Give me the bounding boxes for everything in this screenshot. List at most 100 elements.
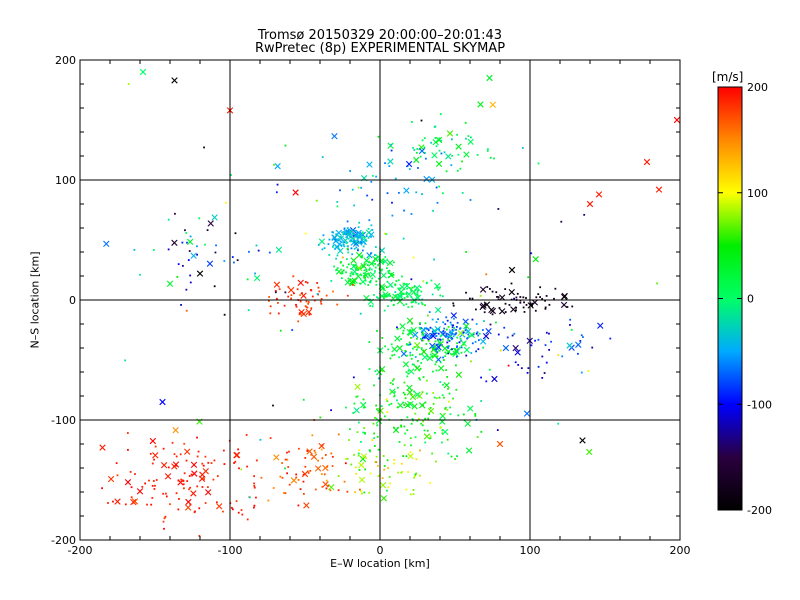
- data-point: [427, 328, 430, 331]
- data-point: [459, 337, 462, 340]
- data-point-cross: [171, 77, 178, 84]
- data-point: [127, 83, 130, 85]
- data-point: [514, 361, 517, 364]
- data-point: [375, 280, 378, 283]
- data-point: [331, 455, 334, 458]
- data-point-cross: [362, 272, 370, 279]
- data-point: [469, 297, 471, 300]
- data-point-cross: [379, 284, 386, 292]
- data-point: [507, 364, 510, 367]
- data-point: [537, 162, 540, 165]
- data-point: [439, 286, 441, 289]
- data-point: [357, 186, 360, 189]
- data-point: [405, 371, 408, 374]
- data-point-cross: [483, 301, 491, 308]
- data-point: [415, 151, 418, 154]
- data-point: [418, 322, 421, 325]
- data-point: [425, 392, 428, 395]
- data-point-cross: [430, 346, 437, 353]
- data-point: [146, 503, 148, 506]
- data-point: [455, 364, 457, 367]
- data-point: [534, 309, 537, 312]
- data-point: [465, 137, 467, 140]
- data-point: [269, 305, 272, 308]
- data-point: [421, 333, 424, 336]
- data-point: [222, 510, 224, 513]
- data-point-cross: [575, 341, 582, 348]
- data-point-cross: [460, 340, 467, 347]
- data-point: [277, 312, 280, 315]
- data-point: [304, 281, 307, 283]
- data-point: [196, 455, 199, 458]
- data-point: [435, 335, 438, 337]
- data-point: [434, 125, 437, 128]
- data-point-cross: [300, 292, 307, 299]
- data-point: [355, 246, 358, 249]
- data-point: [579, 340, 582, 342]
- data-point: [351, 253, 354, 256]
- data-point-cross: [164, 473, 172, 480]
- data-point: [471, 342, 474, 345]
- data-point-cross: [498, 294, 506, 301]
- data-point: [384, 256, 387, 258]
- data-point-cross: [136, 488, 144, 495]
- data-point: [393, 353, 396, 356]
- data-point-cross: [139, 68, 147, 76]
- data-point: [368, 368, 371, 370]
- data-point: [164, 515, 167, 518]
- data-point: [407, 306, 410, 309]
- data-point: [295, 473, 298, 476]
- data-point: [441, 192, 444, 195]
- data-point-cross: [411, 403, 418, 410]
- data-point: [321, 248, 324, 251]
- data-point: [346, 220, 349, 223]
- data-point-cross: [435, 343, 442, 351]
- data-point: [377, 135, 380, 138]
- data-point: [457, 414, 460, 417]
- data-point: [504, 311, 507, 313]
- data-point: [357, 268, 359, 271]
- data-point-cross: [418, 147, 426, 155]
- data-point: [391, 201, 393, 204]
- data-point: [442, 356, 444, 359]
- data-point-cross: [586, 200, 594, 208]
- data-point: [478, 332, 481, 335]
- data-point: [504, 302, 507, 305]
- x-tick-label: 200: [670, 544, 691, 557]
- data-point: [523, 311, 526, 313]
- data-point-cross: [391, 346, 398, 353]
- data-point: [328, 238, 331, 241]
- data-point-cross: [366, 161, 373, 168]
- data-point: [446, 376, 449, 378]
- data-point: [485, 380, 488, 383]
- data-point: [277, 301, 279, 304]
- data-point: [406, 375, 409, 378]
- data-point: [383, 309, 386, 312]
- data-point: [339, 189, 341, 192]
- data-point: [412, 363, 415, 366]
- data-point: [275, 191, 278, 194]
- data-point: [429, 481, 432, 484]
- data-point: [361, 249, 364, 252]
- data-point-cross: [502, 344, 510, 352]
- data-point: [548, 348, 551, 351]
- data-point: [406, 416, 409, 419]
- data-point: [175, 455, 178, 458]
- data-point: [405, 292, 408, 295]
- data-point: [358, 449, 361, 452]
- data-point: [497, 208, 500, 210]
- data-point-cross: [275, 246, 283, 253]
- data-point: [392, 304, 395, 306]
- data-point: [390, 402, 393, 405]
- data-point: [416, 148, 419, 150]
- data-point: [375, 175, 378, 178]
- data-point: [370, 268, 373, 271]
- data-point: [393, 261, 395, 264]
- data-point: [450, 353, 453, 356]
- data-point: [516, 292, 519, 295]
- data-point: [442, 321, 445, 324]
- data-point: [452, 324, 455, 327]
- data-point-cross: [160, 462, 168, 469]
- data-point: [381, 268, 383, 271]
- data-point-cross: [412, 331, 419, 338]
